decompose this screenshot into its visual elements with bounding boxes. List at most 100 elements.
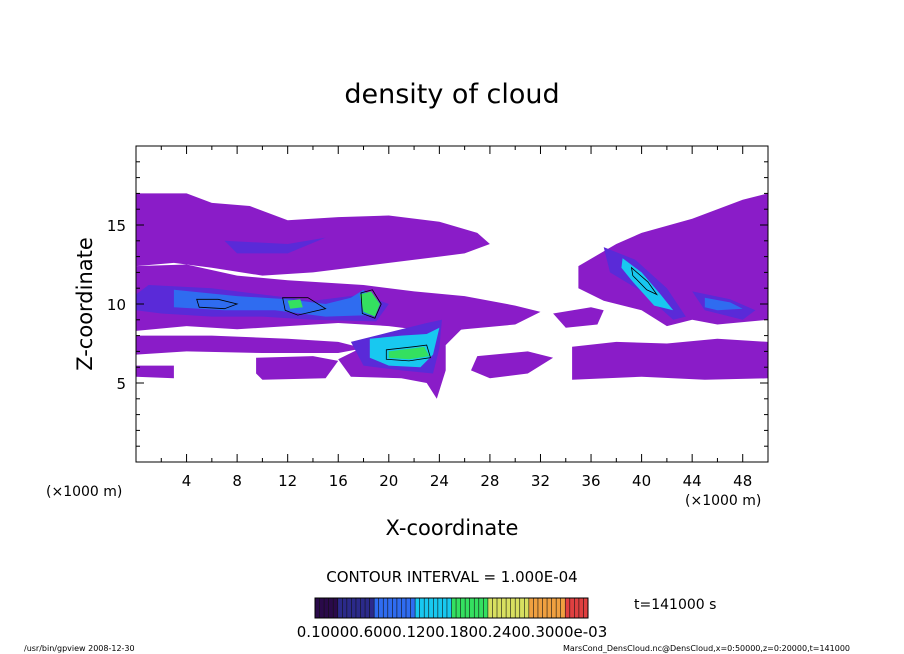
contour-line: [282, 297, 327, 316]
colorbar-cell: [528, 598, 534, 618]
colorbar-cell: [551, 598, 557, 618]
cloud-peak: [388, 346, 430, 360]
colorbar-frame: [314, 597, 589, 619]
chart-title: density of cloud: [344, 79, 559, 110]
colorbar-cell: [519, 598, 525, 618]
colorbar-cell: [478, 598, 484, 618]
colorbar-cell: [428, 598, 434, 618]
colorbar-cell: [442, 598, 448, 618]
cloud-core-bright: [704, 297, 743, 311]
colorbar-cell: [383, 598, 389, 618]
x-tick-label: 48: [733, 472, 752, 490]
colorbar-cell: [355, 598, 361, 618]
x-unit-label-right: (×1000 m): [685, 493, 761, 509]
x-tick-label: 12: [278, 472, 297, 490]
x-axis-label: X-coordinate: [386, 516, 519, 540]
z-tick-label: 15: [107, 217, 126, 235]
colorbar-labels: 0.10000.6000.1200.1800.2400.3000e-03: [297, 623, 607, 641]
colorbar-cell: [406, 598, 412, 618]
x-unit-label: (×1000 m): [46, 484, 122, 500]
colorbar-cell: [515, 598, 521, 618]
contour-line: [196, 298, 239, 310]
colorbar: [314, 598, 589, 618]
colorbar-cell: [315, 598, 321, 618]
colorbar-cell: [456, 598, 462, 618]
cloud-band: [578, 193, 768, 327]
colorbar-cell: [396, 598, 402, 618]
x-tick-label: 32: [531, 472, 550, 490]
footer-right: MarsCond_DensCloud.nc@DensCloud,x=0:5000…: [563, 644, 850, 653]
colorbar-cell: [415, 598, 421, 618]
footer-left: /usr/bin/gpview 2008-12-30: [24, 644, 135, 653]
cloud-band: [553, 307, 604, 328]
contour-interval: CONTOUR INTERVAL = 1.000E-04: [326, 568, 577, 586]
z-axis-label: Z-coordinate: [73, 237, 97, 371]
colorbar-cell: [565, 598, 571, 618]
x-tick-label: 36: [581, 472, 600, 490]
colorbar-cell: [537, 598, 543, 618]
colorbar-cell: [369, 598, 375, 618]
colorbar-cell: [474, 598, 480, 618]
colorbar-cell: [324, 598, 330, 618]
colorbar-cell: [542, 598, 548, 618]
colorbar-cell: [451, 598, 457, 618]
colorbar-cell: [574, 598, 580, 618]
x-tick-label: 20: [379, 472, 398, 490]
cloud-band: [136, 335, 364, 355]
contour-line: [360, 289, 382, 319]
colorbar-cell: [547, 598, 553, 618]
cloud-peak: [359, 291, 380, 317]
colorbar-cell: [524, 598, 530, 618]
colorbar-cell: [319, 598, 325, 618]
x-tick-label: 44: [683, 472, 702, 490]
cloud-band: [572, 338, 768, 380]
colorbar-cell: [506, 598, 512, 618]
colorbar-cell: [469, 598, 475, 618]
colorbar-cell: [583, 598, 589, 618]
x-axis: 4 8 12 16 20 24 28 32 36 40 44 48: [160, 146, 752, 490]
colorbar-cell: [401, 598, 407, 618]
z-axis: 5 10 15: [107, 161, 768, 447]
colorbar-cell: [378, 598, 384, 618]
z-tick-label: 10: [107, 296, 126, 314]
colorbar-cell: [333, 598, 339, 618]
colorbar-cell: [483, 598, 489, 618]
cloud-core-bright: [173, 289, 377, 317]
cloud-core-bright: [621, 258, 674, 311]
z-tick-label: 5: [116, 375, 126, 393]
colorbar-cell: [510, 598, 516, 618]
colorbar-cell: [392, 598, 398, 618]
x-tick-label: 28: [480, 472, 499, 490]
cloud-field: [136, 193, 768, 399]
colorbar-cell: [533, 598, 539, 618]
colorbar-cell: [387, 598, 393, 618]
colorbar-cell: [337, 598, 343, 618]
colorbar-cell: [569, 598, 575, 618]
contour-line: [630, 266, 658, 296]
cloud-band: [136, 365, 174, 379]
cloud-peak: [287, 299, 303, 309]
x-tick-label: 8: [232, 472, 242, 490]
colorbar-cell: [437, 598, 443, 618]
colorbar-cell: [360, 598, 366, 618]
colorbar-cell: [556, 598, 562, 618]
colorbar-cell: [460, 598, 466, 618]
colorbar-cell: [492, 598, 498, 618]
colorbar-cell: [419, 598, 425, 618]
cloud-band: [256, 356, 339, 380]
colorbar-cell: [346, 598, 352, 618]
cloud-core: [224, 237, 326, 254]
colorbar-cell: [374, 598, 380, 618]
x-tick-label: 16: [329, 472, 348, 490]
colorbar-cell: [410, 598, 416, 618]
time-label: t=141000 s: [634, 597, 716, 613]
x-tick-label: 40: [632, 472, 651, 490]
colorbar-cell: [328, 598, 334, 618]
colorbar-cell: [342, 598, 348, 618]
colorbar-cell: [501, 598, 507, 618]
colorbar-cell: [365, 598, 371, 618]
x-tick-label: 4: [182, 472, 192, 490]
colorbar-cell: [578, 598, 584, 618]
cloud-band: [471, 351, 554, 379]
